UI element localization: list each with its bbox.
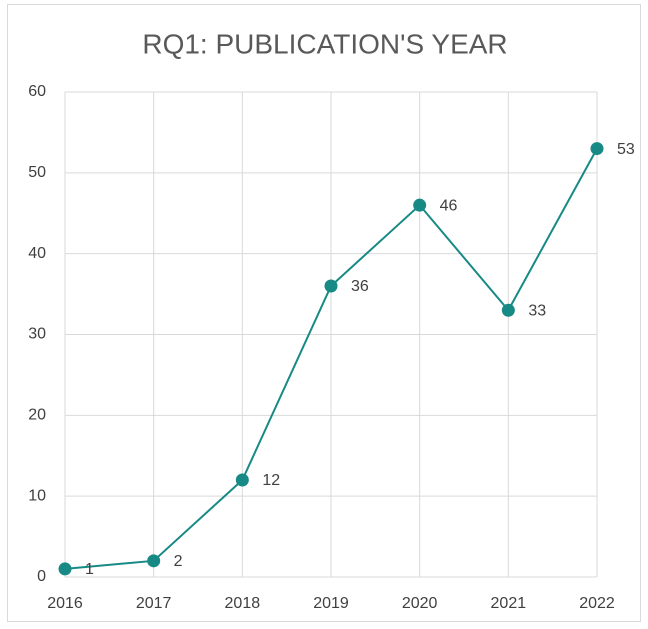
x-tick-label: 2022 — [579, 595, 615, 612]
marker — [235, 473, 249, 487]
marker — [147, 554, 161, 568]
data-label: 2 — [174, 553, 183, 570]
x-tick-label: 2018 — [225, 595, 261, 612]
y-tick-label: 10 — [28, 487, 46, 504]
data-label: 53 — [617, 141, 635, 158]
x-tick-label: 2021 — [491, 595, 527, 612]
x-tick-label: 2019 — [313, 595, 349, 612]
marker — [501, 303, 515, 317]
x-tick-label: 2017 — [136, 595, 172, 612]
marker — [590, 142, 604, 156]
y-tick-label: 30 — [28, 326, 46, 343]
marker — [58, 562, 72, 576]
chart-border — [7, 4, 641, 622]
x-tick-label: 2016 — [47, 595, 83, 612]
data-label: 46 — [440, 197, 458, 214]
y-tick-label: 50 — [28, 164, 46, 181]
data-label: 33 — [528, 302, 546, 319]
marker — [413, 198, 427, 212]
chart-title: RQ1: PUBLICATION'S YEAR — [142, 28, 507, 59]
y-tick-label: 60 — [28, 83, 46, 100]
marker — [324, 279, 338, 293]
data-label: 12 — [262, 472, 280, 489]
y-tick-label: 40 — [28, 245, 46, 262]
x-tick-label: 2020 — [402, 595, 438, 612]
data-label: 1 — [85, 561, 94, 578]
data-label: 36 — [351, 278, 369, 295]
y-tick-label: 20 — [28, 407, 46, 424]
y-tick-label: 0 — [37, 568, 46, 585]
